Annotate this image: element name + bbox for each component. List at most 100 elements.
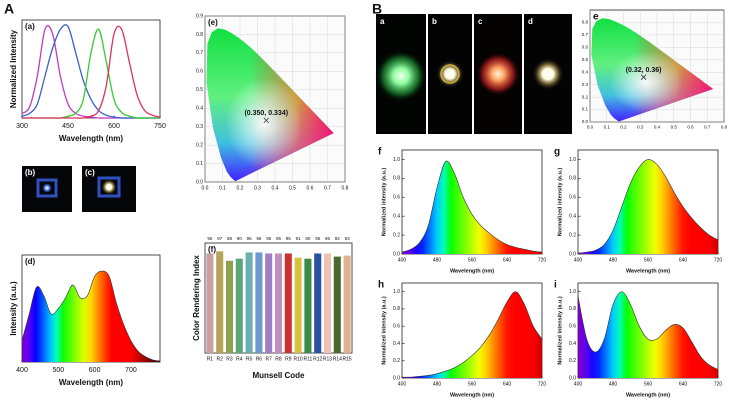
x-tick-label: 0.6 <box>687 125 694 130</box>
y-tick-label: 0.6 <box>569 324 576 330</box>
bar <box>265 253 273 353</box>
x-tick-label: 480 <box>433 381 442 387</box>
y-tick-label: 0.1 <box>582 107 589 112</box>
x-tick-label: 750 <box>154 123 166 130</box>
x-axis-title: Wavelength (nm) <box>626 268 670 274</box>
photo: b <box>428 14 472 134</box>
spectrum-line <box>21 270 161 362</box>
x-tick-label: 480 <box>609 257 618 263</box>
x-tick-label: 0.3 <box>254 185 261 191</box>
y-tick-label: 0.4 <box>582 69 589 74</box>
y-tick-label: 0.0 <box>582 119 589 124</box>
x-tick-label: 0.2 <box>620 125 627 130</box>
photo: (b) <box>22 166 72 212</box>
x-tick-label: R2 <box>216 356 223 362</box>
x-tick-label: 560 <box>468 257 477 263</box>
spectrum-line <box>577 291 719 370</box>
x-tick-label: 0.3 <box>637 125 644 130</box>
photo-label: (b) <box>25 168 36 177</box>
y-tick-label: 0.8 <box>393 176 400 182</box>
bar <box>216 251 224 353</box>
y-tick-label: 0.4 <box>393 214 400 220</box>
y-tick-label: 0.5 <box>196 87 203 93</box>
x-tick-label: 400 <box>16 367 28 374</box>
x-axis-title: Wavelength (nm) <box>59 134 123 143</box>
x-tick-label: 0.4 <box>272 185 279 191</box>
y-axis-title: Normalized intensity (a.u.) <box>557 168 563 237</box>
x-tick-label: 400 <box>574 257 583 263</box>
x-tick-label: R6 <box>256 356 263 362</box>
x-tick-label: 400 <box>574 381 583 387</box>
value-label: 91 <box>296 236 302 241</box>
cie-gamut <box>591 18 714 122</box>
x-tick-label: R12 <box>313 356 322 362</box>
photo-label: a <box>380 17 385 26</box>
bar <box>274 253 283 353</box>
plot-frame <box>21 19 161 119</box>
bar <box>294 257 302 353</box>
x-axis-title: Wavelength (nm) <box>59 378 123 387</box>
bar <box>333 256 341 353</box>
y-tick-label: 0.8 <box>569 306 576 312</box>
x-tick-label: 720 <box>538 257 547 263</box>
x-tick-label: 400 <box>398 257 407 263</box>
x-tick-label: 0.1 <box>604 125 611 130</box>
value-label: 96 <box>247 236 253 241</box>
photo: c <box>474 14 522 134</box>
y-tick-label: 0.0 <box>393 251 400 257</box>
bar <box>235 258 243 353</box>
bar <box>343 255 351 353</box>
x-tick-label: R7 <box>265 356 272 362</box>
value-label: 95 <box>276 236 282 241</box>
value-label: 95 <box>325 236 331 241</box>
x-tick-label: R3 <box>226 356 233 362</box>
chart-panel: 400 480 560 640 720 0.0 0.2 0.4 0.6 0.8 1.0 Wavelen… <box>378 280 546 399</box>
panel-label: (d) <box>25 257 36 266</box>
y-tick-label: 1.0 <box>393 157 400 163</box>
value-label: 95 <box>207 236 213 241</box>
chromaticity-point <box>263 117 270 124</box>
y-tick-label: 0.9 <box>196 13 203 19</box>
photo: d <box>524 14 572 134</box>
y-tick-label: 0.0 <box>569 251 576 257</box>
y-axis-title: Normalized intensity (a.u.) <box>381 168 387 237</box>
y-tick-label: 0.7 <box>582 32 589 37</box>
bar <box>255 252 263 353</box>
panel-label: (f) <box>208 245 216 254</box>
y-tick-label: 0.3 <box>582 82 589 87</box>
y-tick-label: 0.4 <box>569 341 576 347</box>
x-axis-title: Wavelength (nm) <box>450 392 494 398</box>
x-tick-label: 560 <box>468 381 477 387</box>
area-fill <box>402 160 542 254</box>
x-tick-label: R1 <box>207 356 214 362</box>
y-tick-label: 1.0 <box>393 289 400 295</box>
panel-label: f <box>378 147 382 158</box>
x-tick-label: 560 <box>644 381 653 387</box>
x-axis-title: Wavelength (nm) <box>450 268 494 274</box>
x-tick-label: 560 <box>644 257 653 263</box>
x-tick-label: 0.0 <box>587 125 594 130</box>
y-tick-label: 0.1 <box>196 161 203 167</box>
x-tick-label: 640 <box>503 257 512 263</box>
x-tick-label: 0.7 <box>324 185 331 191</box>
value-label: 90 <box>305 236 311 241</box>
y-tick-label: 0.0 <box>196 179 203 185</box>
x-tick-label: 640 <box>679 257 688 263</box>
y-tick-label: 1.0 <box>569 157 576 163</box>
y-tick-label: 0.5 <box>582 57 589 62</box>
x-axis-title: Wavelength (nm) <box>626 392 670 398</box>
panel-label: i <box>554 280 557 291</box>
y-tick-label: 0.0 <box>393 375 400 381</box>
x-tick-label: 0.1 <box>219 185 226 191</box>
y-axis-title: Color Rendering Index <box>192 255 201 341</box>
x-tick-label: 0.4 <box>654 125 661 130</box>
chart-panel: 400 480 560 640 720 0.0 0.2 0.4 0.6 0.8 1.0 Wavelen… <box>554 280 722 399</box>
x-tick-label: R4 <box>236 356 243 362</box>
x-tick-label: 400 <box>398 381 407 387</box>
y-tick-label: 0.2 <box>569 358 576 364</box>
panel-label: g <box>554 147 560 158</box>
value-label: 88 <box>227 236 233 241</box>
bar <box>314 253 322 353</box>
